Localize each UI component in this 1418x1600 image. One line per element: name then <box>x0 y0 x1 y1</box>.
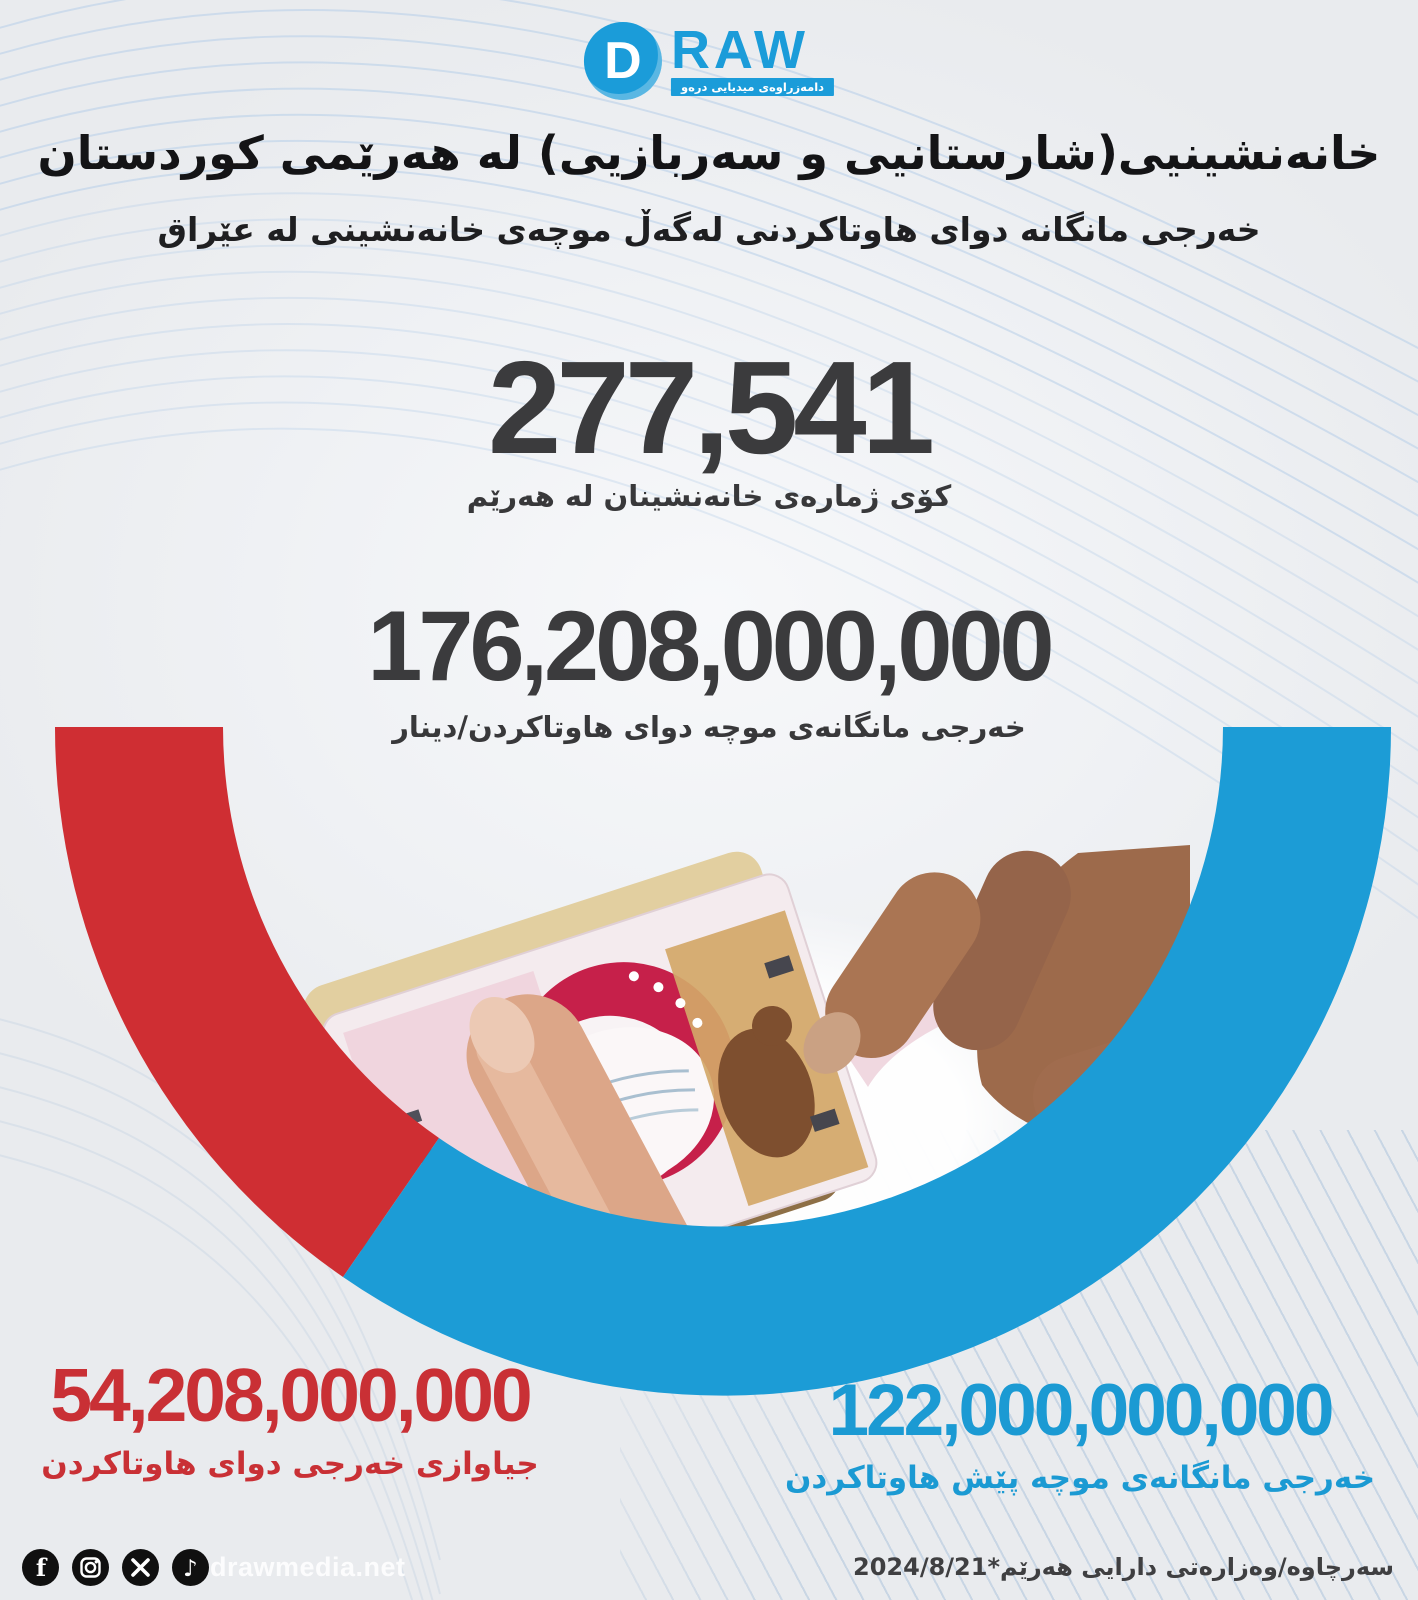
stat-before-label: خەرجی مانگانەی موچە پێش ھاوتاکردن <box>784 1460 1376 1496</box>
stat-difference-value: 54,208,000,000 <box>50 1353 532 1437</box>
brand-tagline: دامەزراوەی میدیایی درەو <box>670 78 835 97</box>
stat-monthly-after-value: 176,208,000,000 <box>367 590 1054 701</box>
svg-text:f: f <box>36 1553 48 1582</box>
stat-difference: 54,208,000,000 جیاوازی خەرجی دوای ھاوتاک… <box>10 1353 570 1483</box>
x-icon[interactable] <box>122 1549 159 1586</box>
stat-monthly-after-label: خەرجی مانگانەی موچە دوای ھاوتاکردن/دینار <box>392 710 1026 744</box>
social-icons-row: f ♪ <box>22 1549 209 1586</box>
stat-before-value: 122,000,000,000 <box>828 1370 1334 1451</box>
brand-name: RAW <box>670 19 809 80</box>
draw-logo: D RAW دامەزراوەی میدیایی درەو <box>583 19 835 100</box>
instagram-icon[interactable] <box>72 1549 109 1586</box>
stat-difference-label: جیاوازی خەرجی دوای ھاوتاکردن <box>41 1446 539 1482</box>
facebook-icon[interactable]: f <box>22 1549 59 1586</box>
stat-pensioners-value: 277,541 <box>487 334 935 481</box>
svg-text:♪: ♪ <box>183 1556 198 1582</box>
page-title: خانەنشینیی(شارستانیی و سەربازیی) لە ھەرێ… <box>37 126 1381 180</box>
source-note: سەرچاوە/وەزارەتی دارایی ھەرێم*2024/8/21 <box>853 1553 1394 1581</box>
stat-before: 122,000,000,000 خەرجی مانگانەی موچە پێش … <box>780 1374 1380 1496</box>
stat-pensioners-label: کۆی ژمارەی خانەنشینان لە ھەرێم <box>466 479 952 513</box>
draw-logo-mark: D <box>583 22 662 100</box>
money-photo <box>295 845 1190 1382</box>
page-subtitle: خەرجی مانگانە دوای ھاوتاکردنی لەگەڵ موچە… <box>157 210 1261 249</box>
tiktok-icon[interactable]: ♪ <box>172 1549 209 1586</box>
logo-initial: D <box>604 32 642 90</box>
website-link[interactable]: drawmedia.net <box>210 1552 406 1582</box>
